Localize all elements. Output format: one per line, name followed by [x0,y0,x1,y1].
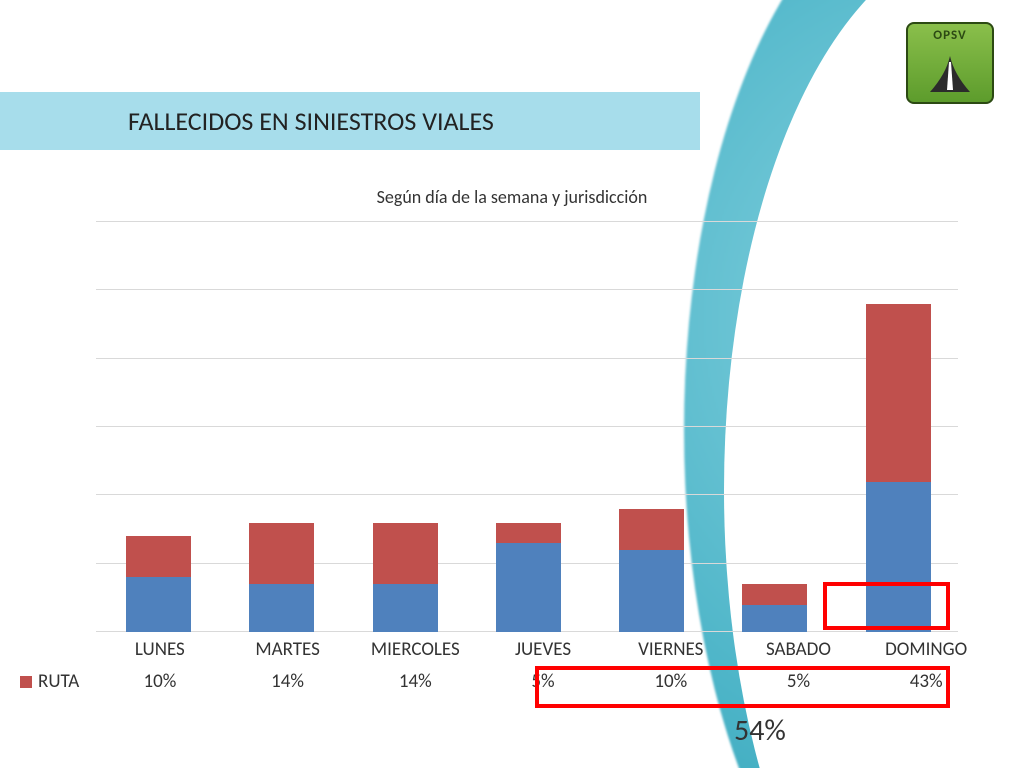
grid-line [96,358,958,359]
chart-subtitle: Según día de la semana y jurisdicción [0,186,1024,208]
slide: OPSV FALLECIDOS EN SINIESTROS VIALES Seg… [0,0,1024,768]
bar-column [249,523,314,632]
legend-ruta: RUTA [20,670,96,693]
data-table-cell: 14% [224,670,352,693]
chart [96,222,958,632]
legend-label: RUTA [38,670,79,693]
logo-box: OPSV [906,22,994,104]
grid-line [96,426,958,427]
page-title: FALLECIDOS EN SINIESTROS VIALES [128,105,494,137]
grid-line [96,289,958,290]
bar-segment [126,536,191,577]
x-category-label: JUEVES [479,638,607,661]
legend-spacer [20,638,96,661]
bar-segment [249,584,314,632]
bar-column [373,523,438,632]
bar-column [126,536,191,632]
bar-segment [619,509,684,550]
x-category-label: DOMINGO [862,638,990,661]
bar-column [496,523,561,632]
callout-54pct: 54% [734,712,786,749]
data-table-cell: 10% [96,670,224,693]
bar-segment [373,584,438,632]
title-bar: FALLECIDOS EN SINIESTROS VIALES [0,92,700,150]
bar-segment [496,543,561,632]
grid-line [96,221,958,222]
bar-segment [742,584,807,605]
x-category-label: VIERNES [607,638,735,661]
bar-segment [249,523,314,585]
bar-segment [866,304,931,482]
bar-column [742,584,807,632]
highlight-box [823,582,950,630]
legend-marker-icon [20,676,32,688]
x-category-label: LUNES [96,638,224,661]
bar-segment [373,523,438,585]
grid-line [96,494,958,495]
bar-column [619,509,684,632]
x-category-label: SABADO [735,638,863,661]
x-axis-labels: LUNESMARTESMIERCOLESJUEVESVIERNESSABADOD… [20,638,990,661]
logo: OPSV [906,22,994,104]
x-category-label: MARTES [224,638,352,661]
road-icon [928,54,972,94]
chart-plot [96,222,958,632]
highlight-box [535,666,950,708]
x-category-label: MIERCOLES [351,638,479,661]
bar-segment [619,550,684,632]
bar-segment [742,605,807,632]
bar-segment [126,577,191,632]
data-table-cell: 14% [351,670,479,693]
logo-text: OPSV [933,28,966,43]
bar-segment [496,523,561,544]
